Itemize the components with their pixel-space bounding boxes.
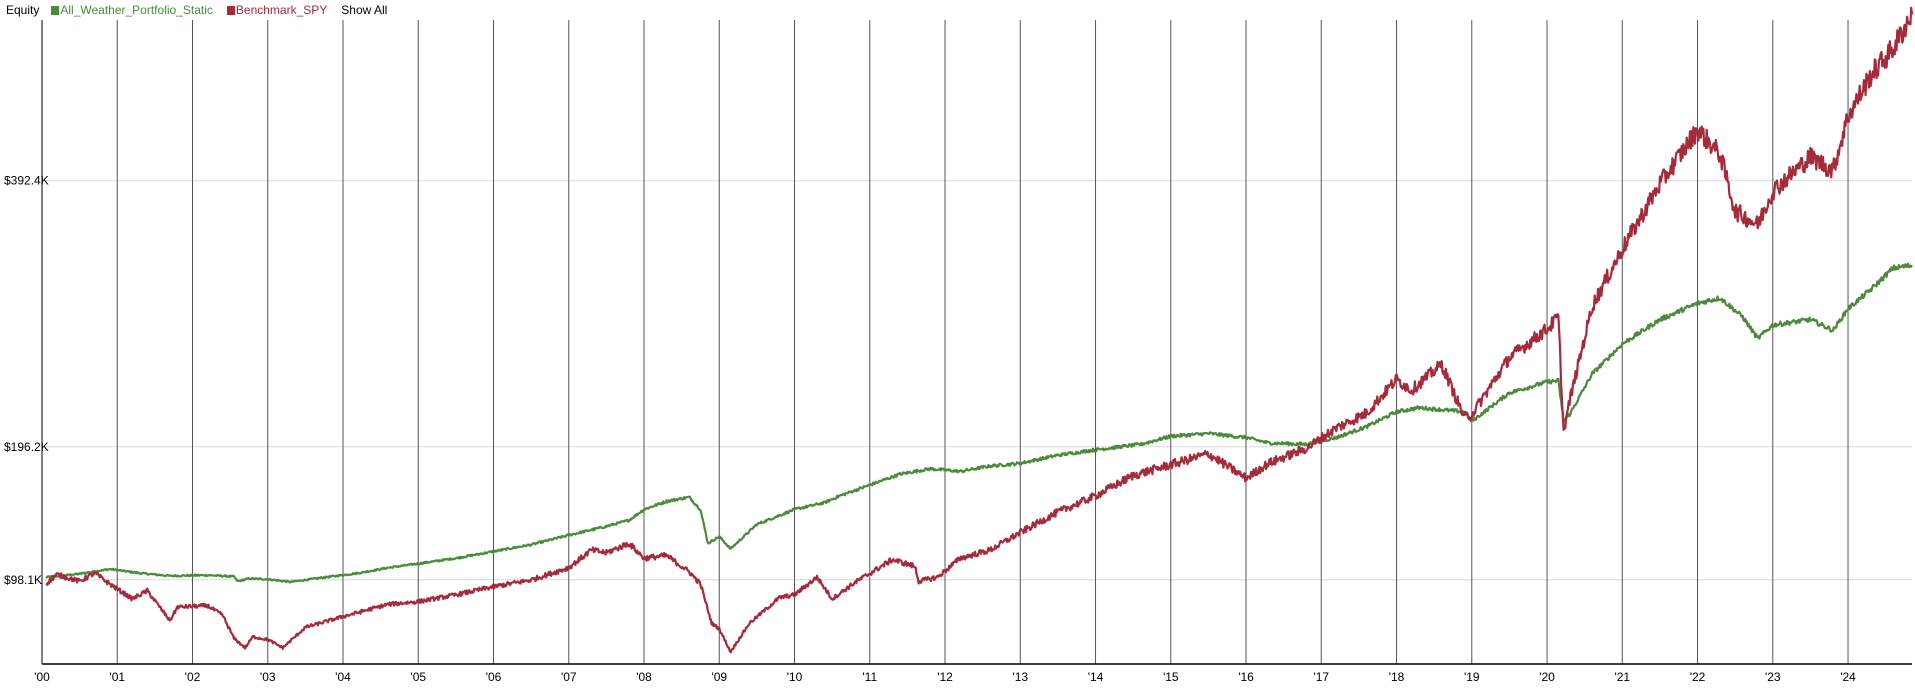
series-lines	[45, 6, 1914, 654]
x-axis-tick-labels: '00 '01 '02 '03 '04 '05 '06 '07 '08 '09 '10 '11 '12 '…	[34, 670, 1856, 684]
x-tick-label: '20	[1539, 670, 1555, 684]
x-tick-label: '06	[486, 670, 502, 684]
vertical-gridlines	[116, 20, 1849, 664]
horizontal-gridlines	[42, 180, 1912, 581]
y-tick-label: $196.2K	[4, 440, 49, 454]
x-tick-label: '02	[185, 670, 201, 684]
x-tick-label: '03	[260, 670, 276, 684]
x-tick-label: '08	[636, 670, 652, 684]
legend-label: Benchmark_SPY	[235, 3, 328, 17]
x-tick-label: '24	[1840, 670, 1856, 684]
x-tick-label: '07	[561, 670, 577, 684]
y-axis-tick-labels: $98.1K $196.2K $392.4K	[4, 174, 49, 587]
x-tick-label: '13	[1012, 670, 1028, 684]
legend-label: All_Weather_Portfolio_Static	[60, 3, 213, 17]
legend-title: Equity	[6, 3, 40, 17]
x-tick-label: '19	[1464, 670, 1480, 684]
x-tick-label: '18	[1389, 670, 1405, 684]
legend-item-all-weather[interactable]: All_Weather_Portfolio_Static	[51, 3, 213, 17]
x-tick-label: '09	[711, 670, 727, 684]
x-tick-label: '11	[862, 670, 877, 684]
x-tick-label: '04	[335, 670, 351, 684]
y-tick-label: $392.4K	[4, 174, 49, 188]
x-tick-label: '14	[1088, 670, 1104, 684]
series-line-benchmark-spy	[45, 6, 1914, 654]
legend-item-benchmark-spy[interactable]: Benchmark_SPY	[226, 3, 328, 17]
axes	[41, 20, 1912, 665]
x-tick-label: '22	[1690, 670, 1706, 684]
x-tick-label: '17	[1313, 670, 1329, 684]
y-tick-label: $98.1K	[4, 573, 42, 587]
show-all-button[interactable]: Show All	[341, 3, 388, 17]
x-tick-label: '15	[1163, 670, 1179, 684]
x-tick-label: '16	[1238, 670, 1254, 684]
series-line-all-weather	[45, 262, 1913, 584]
x-tick-label: '00	[34, 670, 50, 684]
x-tick-label: '10	[787, 670, 803, 684]
legend-swatch	[226, 5, 235, 15]
legend-swatch	[51, 5, 60, 15]
legend: Equity All_Weather_Portfolio_Static Benc…	[6, 2, 387, 18]
x-tick-label: '01	[109, 670, 125, 684]
x-tick-label: '05	[410, 670, 426, 684]
x-tick-label: '21	[1614, 670, 1630, 684]
x-tick-label: '23	[1765, 670, 1781, 684]
x-tick-label: '12	[937, 670, 953, 684]
